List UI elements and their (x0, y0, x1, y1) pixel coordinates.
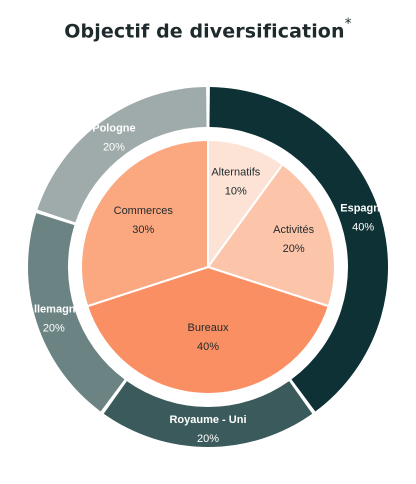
outer-label-allemagne: Allemagne (26, 303, 82, 315)
outer-label-espagne: Espagne (340, 203, 386, 215)
outer-label-royaume-uni: Royaume - Uni (169, 414, 246, 426)
outer-label-pologne: Pologne (92, 123, 135, 135)
inner-slice-commerces (80, 139, 209, 308)
chart-title: Objectif de diversification* (0, 16, 416, 43)
inner-value-alternatifs: 10% (225, 185, 247, 197)
inner-value-commerces: 30% (132, 224, 154, 236)
inner-slice-alternatifs (207, 139, 284, 268)
outer-slice-pologne (37, 87, 207, 223)
chart-title-text: Objectif de diversification (64, 20, 345, 43)
chart-title-asterisk: * (344, 16, 352, 32)
slice-labels: Espagne 40% Royaume - Uni 20% Allemagne 20% Po… (26, 123, 386, 445)
outer-value-royaume-uni: 20% (197, 433, 219, 445)
outer-slice-royaume-uni (103, 381, 313, 447)
inner-label-alternatifs: Alternatifs (211, 166, 260, 178)
inner-pie (80, 139, 336, 395)
outer-value-allemagne: 20% (43, 322, 65, 334)
outer-ring (27, 87, 388, 447)
inner-label-bureaux: Bureaux (188, 322, 229, 334)
inner-value-activites: 20% (283, 243, 305, 255)
inner-slice-bureaux (86, 266, 330, 395)
outer-value-pologne: 20% (103, 142, 125, 154)
inner-slice-activites (207, 163, 336, 308)
inner-label-activites: Activités (273, 224, 314, 236)
inner-value-bureaux: 40% (197, 341, 219, 353)
outer-slice-espagne (209, 87, 388, 412)
inner-label-commerces: Commerces (114, 205, 174, 217)
outer-value-espagne: 40% (352, 222, 374, 234)
outer-slice-allemagne (27, 213, 125, 412)
